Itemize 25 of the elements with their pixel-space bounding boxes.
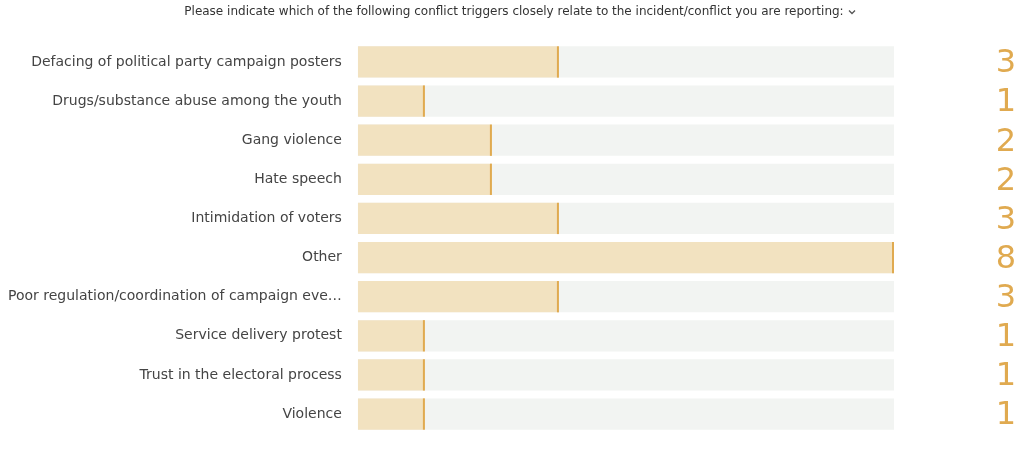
y-tick-label: Service delivery protest — [175, 326, 343, 343]
data-label: 1 — [995, 81, 1016, 120]
data-label: 1 — [995, 316, 1016, 355]
data-label: 1 — [995, 394, 1016, 433]
y-tick-label: Poor regulation/coordination of campaign eve… — [8, 287, 342, 304]
y-tick-label: Defacing of political party campaign posters — [31, 52, 342, 69]
chart-title: Please indicate which of the following conflict triggers closely relate to the incident/conflict you are reporting: — [184, 4, 844, 18]
bar — [357, 398, 425, 430]
bar — [357, 85, 425, 117]
y-tick-label: Hate speech — [254, 169, 342, 186]
bar — [357, 320, 425, 352]
data-label: 1 — [995, 355, 1016, 394]
y-tick-label: Drugs/substance abuse among the youth — [52, 91, 342, 108]
data-label: 3 — [995, 276, 1016, 315]
data-label: 8 — [995, 237, 1016, 276]
data-label: 3 — [995, 42, 1016, 81]
data-label: 2 — [995, 120, 1016, 159]
data-label: 2 — [995, 159, 1016, 198]
y-tick-label: Intimidation of voters — [191, 209, 342, 226]
y-tick-label: Other — [302, 248, 343, 265]
y-tick-label: Trust in the electoral process — [138, 365, 342, 382]
y-tick-label: Violence — [282, 404, 342, 421]
data-label: 3 — [995, 198, 1016, 237]
y-tick-label: Gang violence — [241, 130, 342, 147]
bar — [357, 359, 425, 391]
